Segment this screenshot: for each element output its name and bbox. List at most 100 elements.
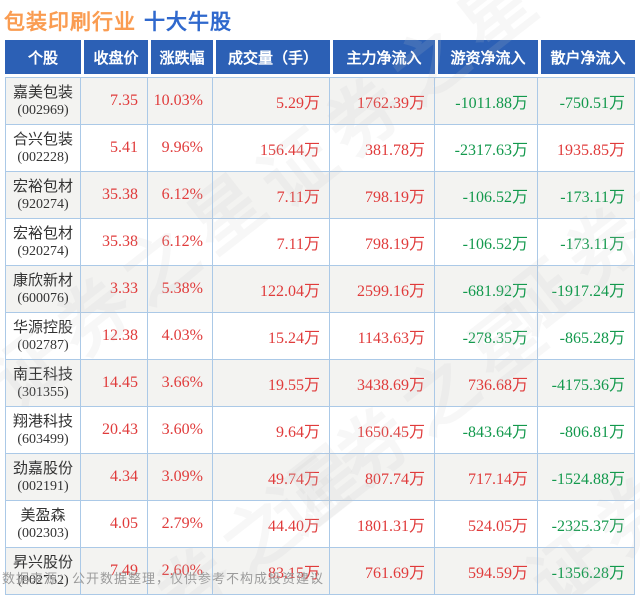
stock-code: (002303)	[17, 525, 69, 541]
main-inflow-cell: 798.19万	[330, 172, 435, 219]
hot-money-inflow-cell: -106.52万	[435, 219, 538, 266]
retail-inflow-cell: -865.28万	[538, 313, 635, 360]
hot-money-inflow-cell: -278.35万	[435, 313, 538, 360]
table-row: 华源控股 (002787) 12.38 4.03% 15.24万 1143.63万 -278…	[5, 313, 635, 360]
main-inflow-cell: 798.19万	[330, 219, 435, 266]
retail-inflow-cell: -173.11万	[538, 172, 635, 219]
stock-name: 嘉美包装	[12, 83, 73, 101]
change-percent-cell: 3.09%	[148, 454, 213, 501]
stock-code: (920274)	[17, 243, 69, 259]
col-header-hot-inflow: 游资净流入	[435, 40, 538, 77]
retail-inflow-cell: 1935.85万	[538, 125, 635, 172]
volume-cell: 7.11万	[213, 219, 330, 266]
stock-name-cell: 宏裕包材 (920274)	[5, 172, 81, 219]
table-row: 合兴包装 (002228) 5.41 9.96% 156.44万 381.78万 -2317…	[5, 125, 635, 172]
col-header-main-inflow: 主力净流入	[330, 40, 435, 77]
main-inflow-cell: 381.78万	[330, 125, 435, 172]
retail-inflow-cell: -1917.24万	[538, 266, 635, 313]
stock-name-cell: 昇兴股份 (002752)	[5, 548, 81, 595]
table-row: 宏裕包材 (920274) 35.38 6.12% 7.11万 798.19万 -106.5…	[5, 219, 635, 266]
retail-inflow-cell: -173.11万	[538, 219, 635, 266]
hot-money-inflow-cell: -681.92万	[435, 266, 538, 313]
stock-code: (002969)	[17, 102, 69, 118]
stock-table-body: 嘉美包装 (002969) 7.35 10.03% 5.29万 1762.39万 -1011…	[5, 77, 635, 595]
stock-name-cell: 劲嘉股份 (002191)	[5, 454, 81, 501]
table-row: 宏裕包材 (920274) 35.38 6.12% 7.11万 798.19万 -106.5…	[5, 172, 635, 219]
stock-table-header: 个股 收盘价 涨跌幅 成交量（手） 主力净流入 游资净流入 散户净流入	[5, 40, 635, 77]
close-price-cell: 5.41	[81, 125, 148, 172]
stock-name: 康欣新材	[12, 271, 73, 289]
main-inflow-cell: 1143.63万	[330, 313, 435, 360]
change-percent-cell: 4.03%	[148, 313, 213, 360]
close-price-cell: 3.33	[81, 266, 148, 313]
close-price-cell: 7.49	[81, 548, 148, 595]
change-percent-cell: 2.79%	[148, 501, 213, 548]
main-inflow-cell: 2599.16万	[330, 266, 435, 313]
stock-code: (301355)	[17, 384, 69, 400]
stock-name: 宏裕包材	[12, 177, 73, 195]
table-row: 劲嘉股份 (002191) 4.34 3.09% 49.74万 807.74万 717.14…	[5, 454, 635, 501]
main-inflow-cell: 1801.31万	[330, 501, 435, 548]
stock-code: (600076)	[17, 290, 69, 306]
volume-cell: 5.29万	[213, 77, 330, 125]
stock-name-cell: 华源控股 (002787)	[5, 313, 81, 360]
close-price-cell: 35.38	[81, 172, 148, 219]
change-percent-cell: 9.96%	[148, 125, 213, 172]
main-inflow-cell: 1762.39万	[330, 77, 435, 125]
volume-cell: 19.55万	[213, 360, 330, 407]
close-price-cell: 20.43	[81, 407, 148, 454]
title-industry: 包装印刷行业	[4, 11, 136, 34]
stock-name: 华源控股	[12, 318, 73, 336]
change-percent-cell: 2.60%	[148, 548, 213, 595]
retail-inflow-cell: -1356.28万	[538, 548, 635, 595]
volume-cell: 7.11万	[213, 172, 330, 219]
stock-code: (920274)	[17, 196, 69, 212]
change-percent-cell: 6.12%	[148, 219, 213, 266]
stock-code: (002191)	[17, 478, 69, 494]
stock-code: (002752)	[17, 572, 69, 588]
retail-inflow-cell: -4175.36万	[538, 360, 635, 407]
stock-name-cell: 美盈森 (002303)	[5, 501, 81, 548]
stock-code: (603499)	[17, 431, 69, 447]
change-percent-cell: 3.60%	[148, 407, 213, 454]
hot-money-inflow-cell: -843.64万	[435, 407, 538, 454]
hot-money-inflow-cell: 524.05万	[435, 501, 538, 548]
volume-cell: 44.40万	[213, 501, 330, 548]
main-inflow-cell: 807.74万	[330, 454, 435, 501]
table-row: 翔港科技 (603499) 20.43 3.60% 9.64万 1650.45万 -843.…	[5, 407, 635, 454]
hot-money-inflow-cell: 717.14万	[435, 454, 538, 501]
volume-cell: 15.24万	[213, 313, 330, 360]
volume-cell: 156.44万	[213, 125, 330, 172]
stock-code: (002787)	[17, 337, 69, 353]
stock-name: 翔港科技	[12, 412, 73, 430]
hot-money-inflow-cell: 736.68万	[435, 360, 538, 407]
stock-name-cell: 康欣新材 (600076)	[5, 266, 81, 313]
stock-table: 个股 收盘价 涨跌幅 成交量（手） 主力净流入 游资净流入 散户净流入 嘉美包装…	[5, 40, 635, 595]
volume-cell: 9.64万	[213, 407, 330, 454]
close-price-cell: 4.05	[81, 501, 148, 548]
stock-name: 美盈森	[20, 506, 66, 524]
stock-name-cell: 合兴包装 (002228)	[5, 125, 81, 172]
volume-cell: 122.04万	[213, 266, 330, 313]
page-title: 包装印刷行业 十大牛股	[4, 6, 232, 36]
stock-name-cell: 翔港科技 (603499)	[5, 407, 81, 454]
title-suffix: 十大牛股	[144, 11, 232, 34]
stock-name: 南王科技	[12, 365, 73, 383]
change-percent-cell: 5.38%	[148, 266, 213, 313]
stock-name: 合兴包装	[12, 130, 73, 148]
main-inflow-cell: 761.69万	[330, 548, 435, 595]
data-source-note: 数据来源：公开数据整理，仅供参考不构成投资建议	[2, 571, 325, 586]
col-header-change: 涨跌幅	[148, 40, 213, 77]
table-row: 美盈森 (002303) 4.05 2.79% 44.40万 1801.31万 524.05…	[5, 501, 635, 548]
table-row: 南王科技 (301355) 14.45 3.66% 19.55万 3438.69万 736.…	[5, 360, 635, 407]
col-header-stock: 个股	[5, 40, 81, 77]
change-percent-cell: 10.03%	[148, 77, 213, 125]
table-row: 康欣新材 (600076) 3.33 5.38% 122.04万 2599.16万 -681…	[5, 266, 635, 313]
hot-money-inflow-cell: -1011.88万	[435, 77, 538, 125]
close-price-cell: 7.35	[81, 77, 148, 125]
hot-money-inflow-cell: -106.52万	[435, 172, 538, 219]
col-header-retail-inflow: 散户净流入	[538, 40, 635, 77]
change-percent-cell: 6.12%	[148, 172, 213, 219]
stock-name-cell: 南王科技 (301355)	[5, 360, 81, 407]
